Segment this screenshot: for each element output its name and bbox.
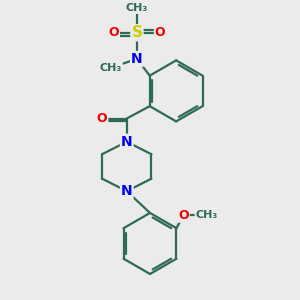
Text: CH₃: CH₃ [126,3,148,13]
Text: CH₃: CH₃ [196,210,218,220]
Text: S: S [131,25,142,40]
Text: O: O [108,26,119,39]
Text: N: N [121,184,133,198]
Text: O: O [178,209,189,222]
Text: O: O [155,26,166,39]
Text: O: O [97,112,107,125]
Text: N: N [131,52,143,66]
Text: CH₃: CH₃ [100,63,122,73]
Text: N: N [121,135,133,149]
